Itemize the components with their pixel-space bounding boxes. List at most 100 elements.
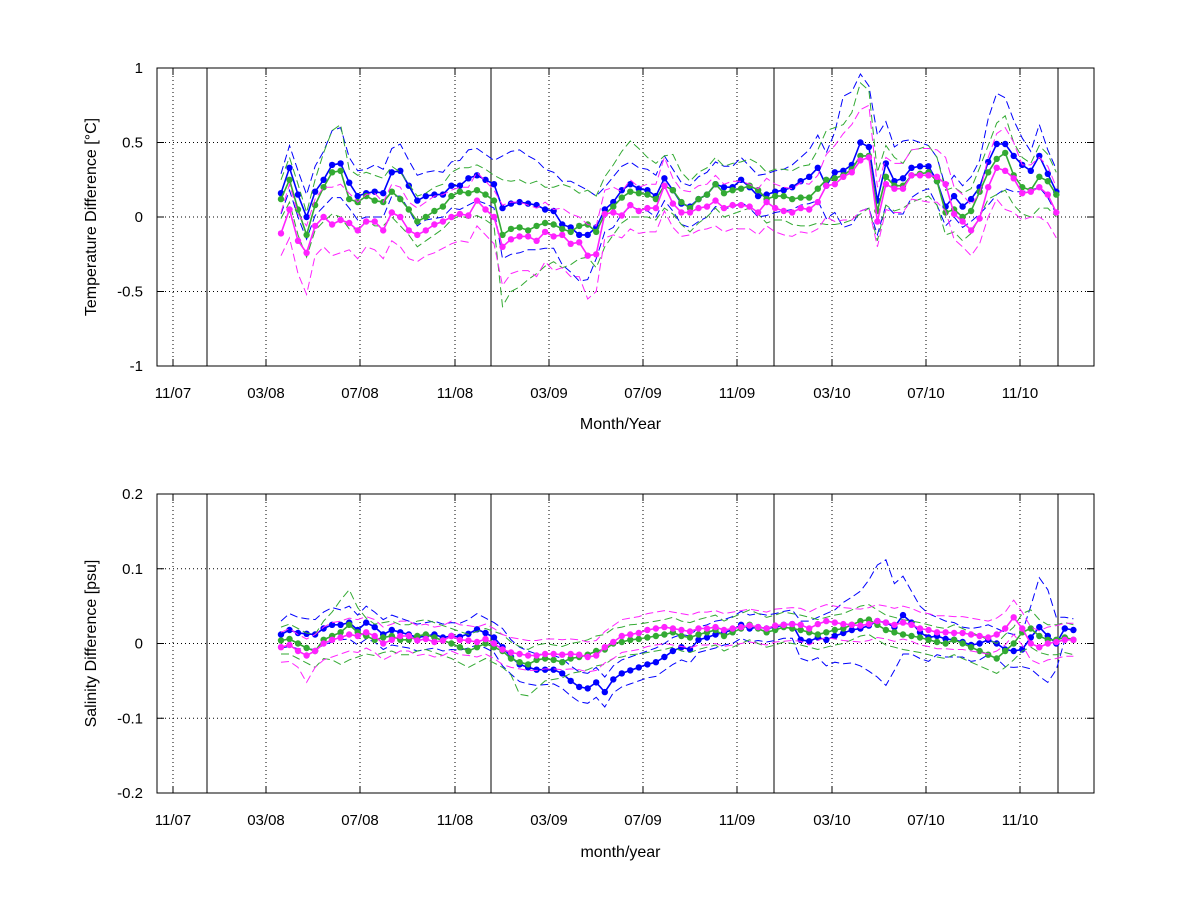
data-point — [1053, 209, 1060, 216]
data-point — [737, 185, 745, 192]
data-point — [780, 207, 787, 215]
data-point — [1010, 152, 1017, 160]
data-point — [967, 207, 975, 215]
data-point — [1070, 626, 1077, 634]
data-point — [669, 625, 677, 632]
data-point — [908, 621, 915, 628]
data-point — [371, 218, 378, 225]
data-point — [703, 191, 711, 198]
data-point — [959, 213, 966, 221]
data-point — [490, 197, 498, 204]
data-point — [610, 209, 617, 216]
data-point — [320, 176, 327, 183]
lower-band-line — [280, 633, 1074, 684]
data-point — [448, 182, 455, 189]
data-point — [414, 231, 421, 239]
x-tick-label: 03/08 — [247, 385, 285, 402]
data-point — [831, 169, 838, 176]
x-tick-label: 11/08 — [437, 812, 473, 829]
data-point — [465, 647, 472, 655]
data-point — [959, 203, 966, 210]
data-point — [610, 203, 617, 210]
data-point — [593, 647, 600, 655]
data-point — [1019, 646, 1026, 653]
data-point — [1070, 636, 1077, 643]
x-tick-label: 11/07 — [155, 385, 191, 402]
x-tick-label: 07/09 — [624, 385, 662, 402]
data-point — [397, 213, 404, 221]
data-point — [499, 243, 506, 250]
data-point — [695, 195, 702, 203]
data-point — [456, 210, 464, 218]
data-point — [610, 676, 617, 683]
data-point — [405, 206, 412, 213]
data-point — [959, 218, 966, 225]
data-point — [840, 167, 847, 174]
data-point — [882, 619, 890, 626]
data-point — [686, 634, 694, 641]
x-tick-label: 07/10 — [907, 812, 945, 829]
data-point — [814, 620, 821, 628]
data-point — [857, 617, 864, 625]
data-point — [507, 655, 515, 662]
y-axis-label: Temperature Difference [°C] — [83, 118, 100, 316]
data-point — [328, 161, 336, 169]
data-point — [661, 653, 668, 661]
data-point — [277, 195, 285, 203]
data-point — [465, 190, 472, 197]
data-point — [899, 175, 907, 182]
data-point — [891, 178, 898, 185]
x-tick-label: 11/08 — [437, 385, 473, 402]
data-point — [1027, 634, 1035, 641]
data-point — [916, 634, 924, 641]
data-point — [686, 204, 694, 212]
data-point — [567, 224, 574, 231]
data-point — [303, 644, 310, 652]
data-point — [533, 237, 540, 244]
y-tick-label: 0 — [135, 636, 143, 653]
data-point — [720, 190, 728, 197]
data-point — [490, 213, 498, 221]
lower-band-line — [280, 189, 1057, 308]
data-point — [354, 192, 361, 200]
data-point — [661, 631, 668, 638]
data-point — [942, 181, 949, 188]
data-point — [976, 215, 983, 222]
data-point — [661, 623, 668, 631]
data-point — [601, 206, 608, 213]
data-point — [789, 184, 796, 191]
data-point — [840, 625, 847, 632]
data-point — [780, 192, 787, 200]
data-point — [831, 632, 838, 640]
data-point — [1053, 191, 1060, 198]
data-point — [1002, 647, 1009, 655]
data-point — [346, 179, 353, 186]
upper-band-line — [280, 104, 1057, 227]
data-point — [1036, 152, 1043, 160]
data-point — [882, 160, 890, 167]
data-point — [831, 181, 838, 188]
data-point — [678, 644, 685, 651]
data-point — [524, 661, 532, 668]
data-point — [388, 188, 395, 195]
data-point — [371, 188, 378, 195]
data-point — [524, 200, 532, 207]
data-point — [899, 631, 907, 638]
data-point — [746, 622, 753, 629]
series-2 — [277, 104, 1060, 300]
x-tick-label: 07/08 — [341, 812, 379, 829]
data-point — [473, 197, 481, 204]
data-point — [346, 219, 353, 227]
upper-band-line — [280, 82, 1057, 215]
data-point — [644, 204, 651, 212]
data-point — [311, 188, 319, 195]
data-point — [422, 227, 429, 234]
x-tick-label: 11/10 — [1002, 812, 1038, 829]
data-point — [916, 163, 924, 170]
data-point — [976, 632, 983, 640]
data-point — [601, 688, 608, 696]
data-point — [618, 212, 625, 219]
data-point — [908, 632, 915, 640]
data-point — [388, 209, 395, 216]
data-point — [550, 233, 557, 240]
